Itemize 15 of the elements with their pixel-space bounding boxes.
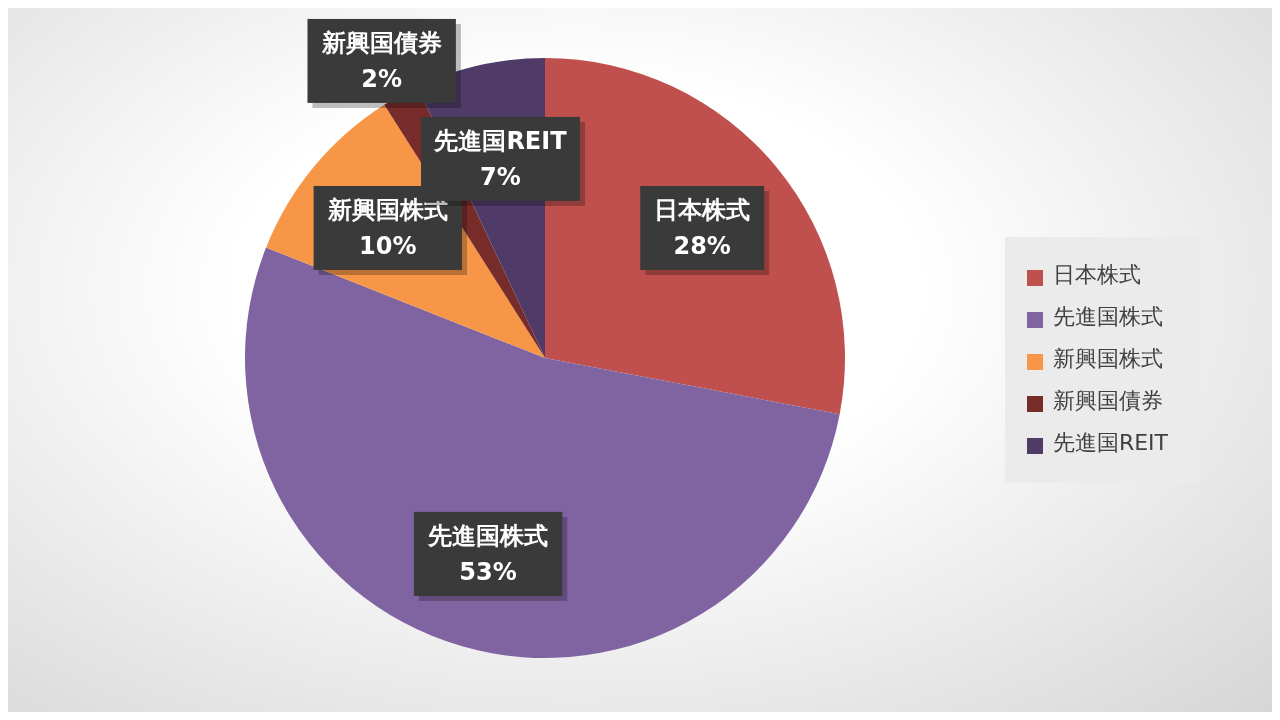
- legend-label: 新興国株式: [1052, 346, 1163, 371]
- data-label: 53%: [459, 557, 517, 586]
- slice-label: 新興国株式: [326, 195, 448, 224]
- legend-label: 新興国債券: [1052, 388, 1163, 413]
- legend-label: 日本株式: [1052, 262, 1141, 287]
- slice-label: 先進国株式: [427, 521, 549, 550]
- data-label: 7%: [480, 162, 521, 191]
- data-label: 2%: [361, 64, 403, 93]
- slice-label: 先進国REIT: [433, 126, 568, 155]
- data-label: 10%: [359, 231, 417, 260]
- slice-label: 新興国債券: [320, 28, 442, 57]
- data-label: 28%: [673, 231, 731, 260]
- legend-label: 先進国REIT: [1052, 430, 1168, 455]
- legend-label: 先進国株式: [1052, 304, 1163, 329]
- slice-label: 日本株式: [654, 195, 751, 224]
